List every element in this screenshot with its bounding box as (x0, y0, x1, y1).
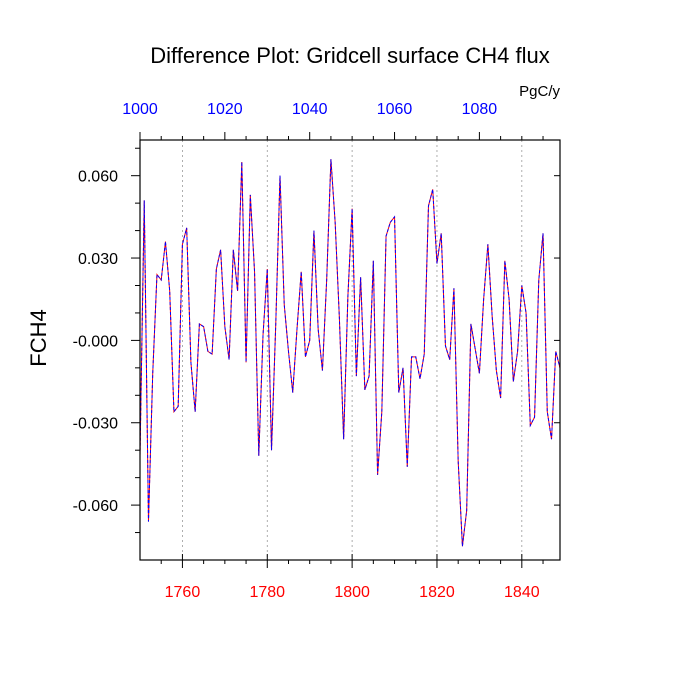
y-axis-label: FCH4 (26, 309, 51, 366)
chart-title: Difference Plot: Gridcell surface CH4 fl… (150, 43, 549, 68)
units-label: PgC/y (519, 83, 560, 100)
series-lines (139, 159, 561, 547)
x-tick-label: 1780 (249, 584, 285, 601)
x-tick-label: 1840 (504, 584, 540, 601)
x-tick-label: 1820 (419, 584, 455, 601)
plot-frame (139, 139, 561, 561)
y-tick-label: 0.060 (78, 169, 118, 186)
y-tick-label: -0.000 (73, 333, 118, 350)
series-line-difference-blue (139, 159, 561, 547)
x-tick-label: 1800 (334, 584, 370, 601)
x-top-tick-label: 1020 (207, 101, 243, 118)
axis-ticks (131, 132, 560, 568)
x-top-tick-label: 1040 (292, 101, 328, 118)
y-tick-label: -0.060 (73, 498, 118, 515)
x-top-tick-label: 1060 (377, 101, 413, 118)
x-tick-label: 1760 (165, 584, 201, 601)
tick-labels: 1760 1780 1800 1820 1840 1000 1020 1040 1060 1080… (73, 101, 540, 601)
x-top-tick-label: 1080 (462, 101, 498, 118)
x-top-tick-label: 1000 (122, 101, 158, 118)
y-tick-label: -0.030 (73, 416, 118, 433)
y-tick-label: 0.030 (78, 251, 118, 268)
